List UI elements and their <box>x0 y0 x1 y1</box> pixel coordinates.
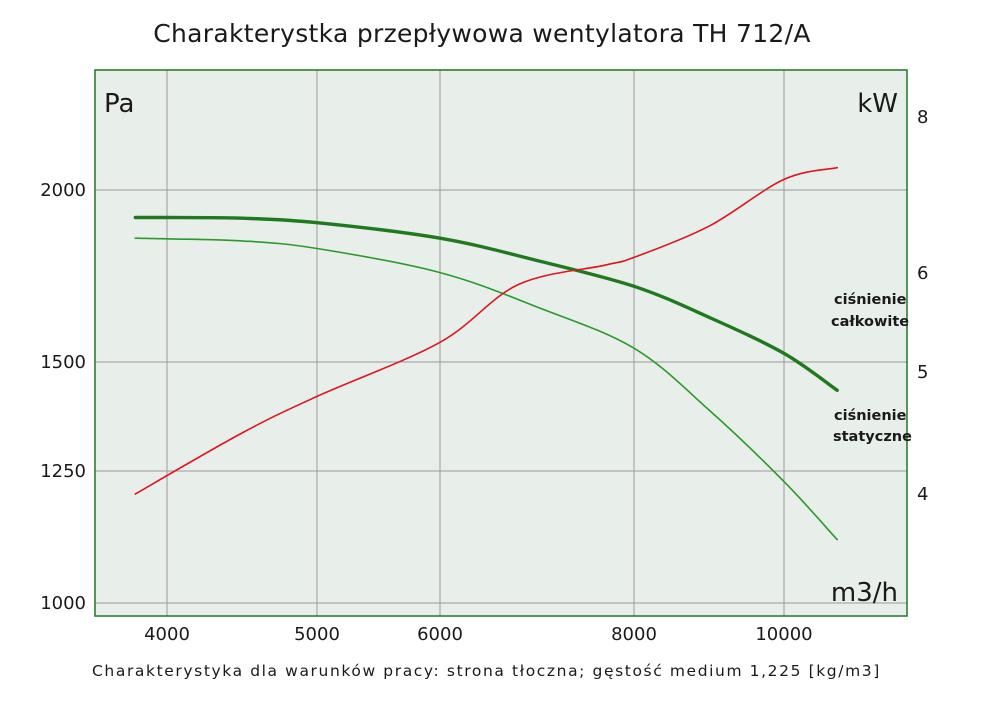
y-right-tick-label: 5 <box>917 362 928 383</box>
y-right-unit-label: kW <box>857 89 898 119</box>
y-left-tick-label: 1000 <box>40 593 86 614</box>
chart-title: Charakterystka przepływowa wentylatora T… <box>153 19 811 48</box>
total-pressure-line <box>133 215 839 392</box>
y-left-tick-label: 2000 <box>40 180 86 201</box>
total-pressure-label-line1: ciśnienie <box>834 292 907 308</box>
y-right-tick-label: 6 <box>917 263 928 284</box>
y-left-unit-label: Pa <box>104 89 134 119</box>
x-tick-label: 10000 <box>755 624 812 645</box>
static-pressure-label-line2: statyczne <box>833 429 912 445</box>
plot-frame <box>94 69 908 617</box>
y-left-tick-label: 1250 <box>40 461 86 482</box>
plot-area: 4000 5000 6000 8000 10000 1000 1250 1500 2000 4 5 6… <box>40 69 928 645</box>
power-line <box>134 166 838 495</box>
y-right-tick-label: 4 <box>917 484 928 505</box>
plot-background <box>95 70 907 616</box>
y-left-tick-label: 1500 <box>40 352 86 373</box>
chart-caption: Charakterystyka dla warunków pracy: stro… <box>92 662 881 680</box>
x-tick-label: 6000 <box>417 624 463 645</box>
total-pressure-label-line2: całkowite <box>831 314 909 330</box>
x-tick-label: 8000 <box>611 624 657 645</box>
x-unit-label: m3/h <box>831 578 898 608</box>
x-tick-label: 5000 <box>294 624 340 645</box>
static-pressure-label-line1: ciśnienie <box>834 408 907 424</box>
x-tick-label: 4000 <box>144 624 190 645</box>
y-right-tick-label: 8 <box>917 107 928 128</box>
